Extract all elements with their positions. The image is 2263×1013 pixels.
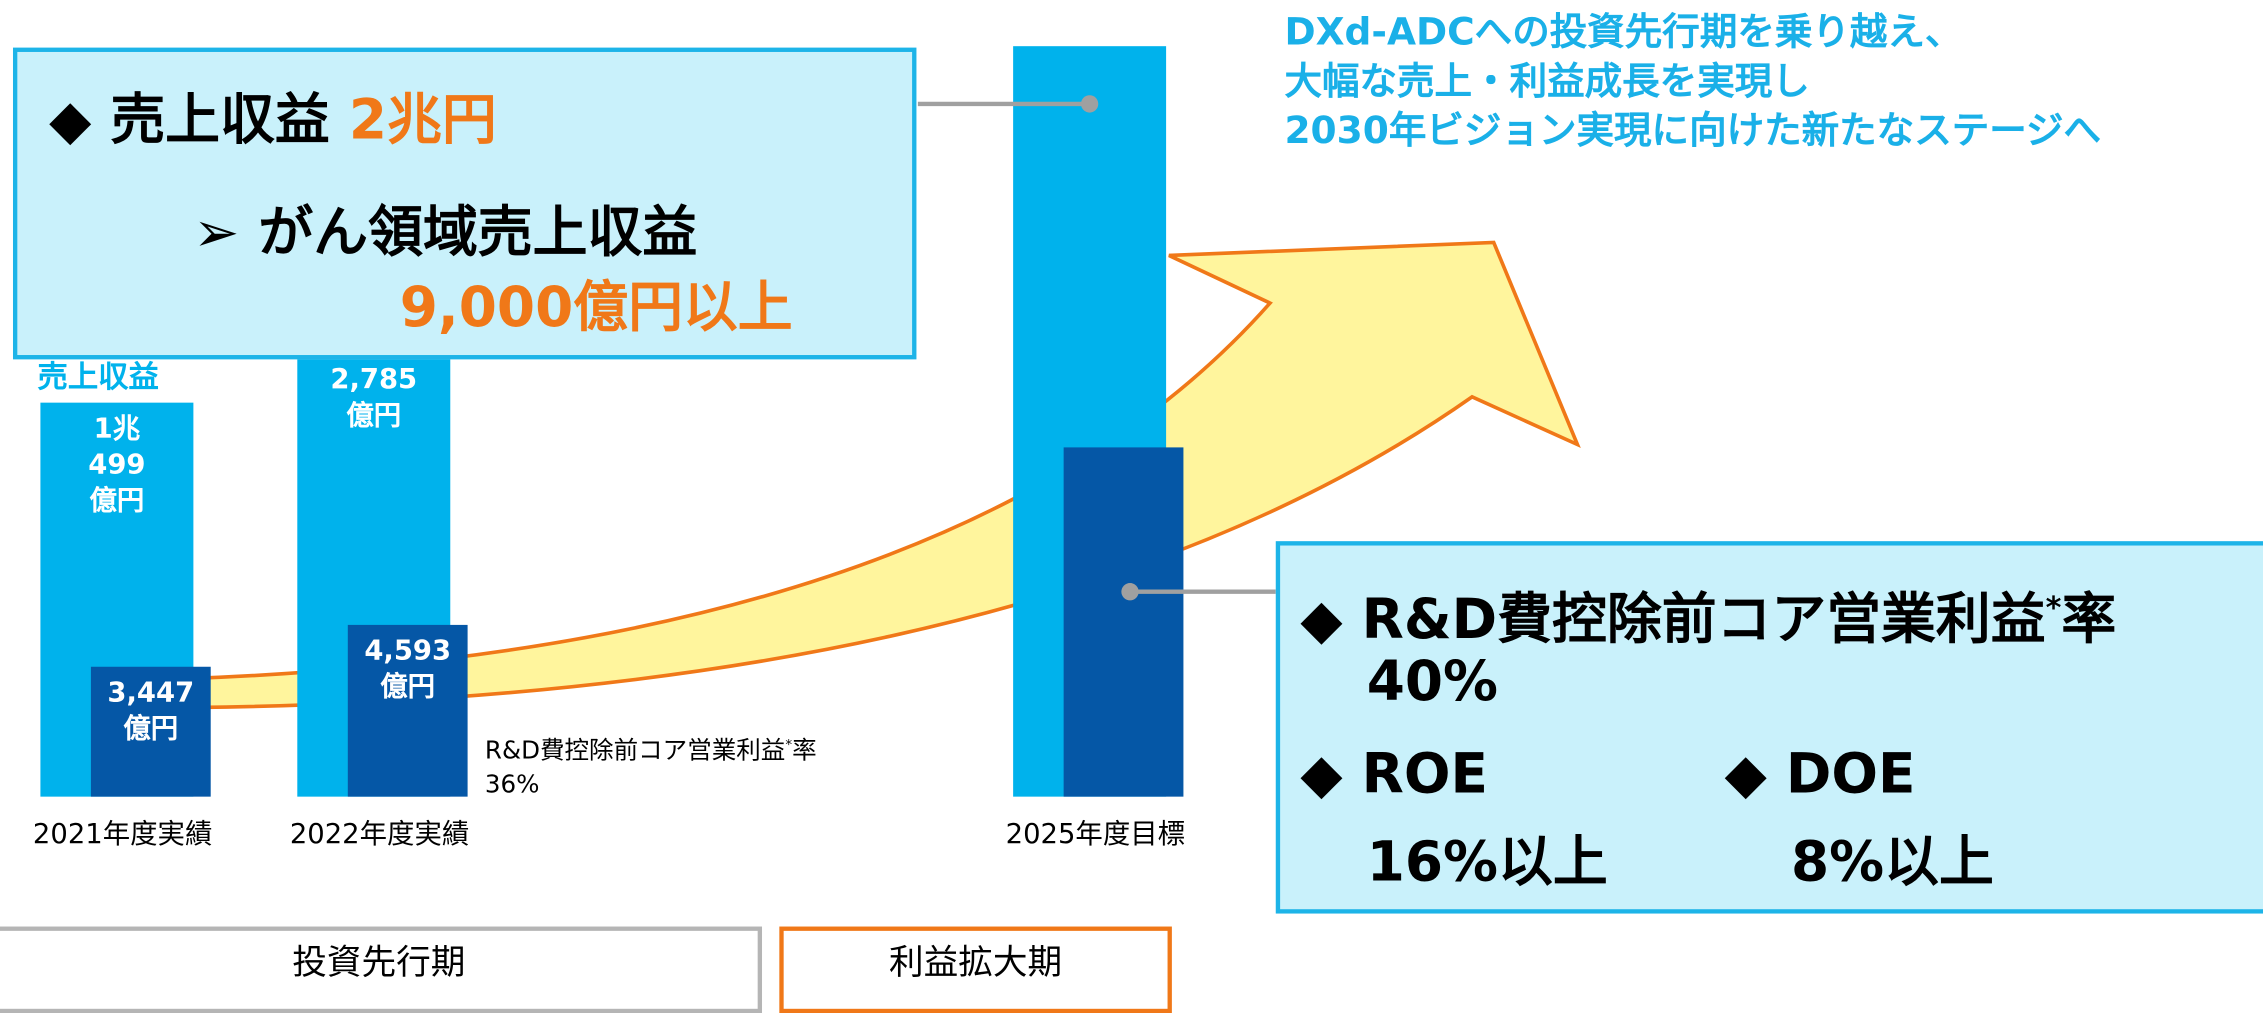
annotation: R&D費控除前コア営業利益*率 36% (485, 729, 817, 802)
value-label: 3,447 億円 (107, 677, 195, 746)
margin-value: 40% (1366, 649, 1498, 713)
headline-line: 2030年ビジョン実現に向けた新たなステージへ (1284, 109, 2102, 153)
annotation-tail: 率 (792, 736, 817, 766)
phase-label: 利益拡大期 (889, 942, 1063, 983)
doe-value: 8%以上 (1791, 829, 1994, 894)
margin-sup: * (2045, 590, 2062, 626)
growth-arrow (55, 240, 1581, 710)
annotation-value: 36% (484, 770, 540, 800)
headline-line: DXd-ADCへの投資先行期を乗り越え、 (1284, 11, 1963, 55)
oncology-label: ➢ がん領域売上収益 (193, 200, 698, 265)
phase-box: 投資先行期 (0, 926, 763, 1013)
doe-label: ◆ DOE (1724, 741, 1916, 806)
series-label: 売上収益 (37, 359, 159, 395)
revenue-line: ◆ 売上収益 2兆円 (49, 75, 497, 154)
annotation-sup: * (785, 737, 793, 754)
revenue-value: 2兆円 (348, 88, 497, 152)
revenue-label: ◆ 売上収益 (49, 88, 330, 152)
bar (90, 667, 211, 797)
kpi-box: ◆ R&D費控除前コア営業利益*率 40% ◆ ROE 16%以上 ◆ DOE … (1275, 541, 2263, 914)
annotation-text: R&D費控除前コア営業利益 (484, 736, 786, 766)
margin-text: ◆ R&D費控除前コア営業利益 (1300, 587, 2046, 651)
value-label: 1兆 499 億円 (88, 412, 146, 517)
value-label: 4,593 億円 (364, 634, 452, 703)
headline-line: 大幅な売上・利益成長を実現し (1284, 60, 1810, 104)
margin-label: ◆ R&D費控除前コア営業利益*率 (1300, 574, 2116, 653)
headline: DXd-ADCへの投資先行期を乗り越え、 大幅な売上・利益成長を実現し 2030… (1284, 9, 2101, 156)
oncology-value: 9,000億円以上 (399, 275, 793, 340)
bar (347, 624, 468, 797)
roe-value: 16%以上 (1366, 829, 1608, 894)
bar (1063, 447, 1184, 797)
x-tick-label: 2025年度目標 (1005, 818, 1186, 851)
phase-label: 投資先行期 (292, 942, 466, 983)
annotation-label: R&D費控除前コア営業利益*率 (485, 729, 817, 769)
margin-tail: 率 (2061, 587, 2117, 651)
x-tick-label: 2022年度実績 (289, 818, 470, 851)
x-tick-label: 2021年度実績 (32, 818, 213, 851)
target-box: ◆ 売上収益 2兆円 ➢ がん領域売上収益 9,000億円以上 (12, 47, 917, 360)
roe-label: ◆ ROE (1300, 741, 1488, 806)
phase-box: 利益拡大期 (779, 926, 1172, 1013)
